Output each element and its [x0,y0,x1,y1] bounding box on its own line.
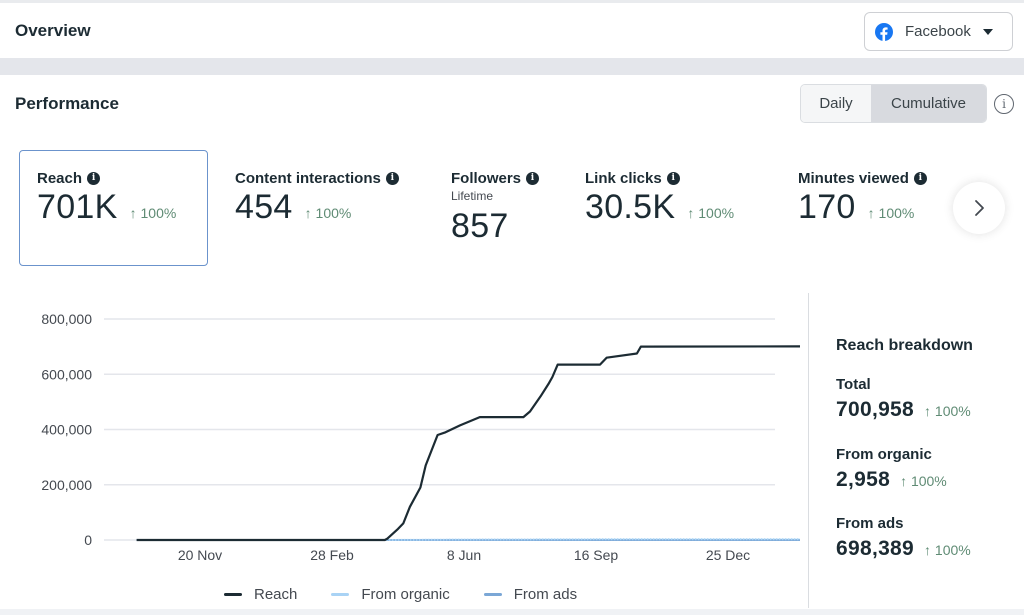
metric-value: 454 [235,188,293,226]
metric-card-minutes-viewed[interactable]: Minutes viewed i 170 ↑ 100% [798,150,948,266]
breakdown-value: 700,958 [836,398,915,421]
section-title: Performance [15,94,119,113]
metric-change: ↑ 100% [867,205,915,221]
x-tick-label: 25 Dec [706,547,750,563]
legend-label: From ads [513,586,578,603]
metric-change: ↑ 100% [304,205,352,221]
x-axis: 20 Nov 28 Feb 8 Jun 16 Sep 25 Dec [178,547,750,563]
platform-label: Facebook [905,23,971,40]
breakdown-item-ads: From ads 698,389 ↑ 100% [836,515,971,561]
series-layer [136,345,800,542]
metric-value: 857 [451,207,509,245]
panel-divider [808,293,809,608]
y-tick-label: 600,000 [41,366,92,382]
legend-item-organic[interactable]: From organic [331,586,450,603]
platform-dropdown[interactable]: Facebook [864,12,1013,51]
metric-label: Content interactions [235,170,381,187]
facebook-icon [875,22,893,41]
metric-card-content-interactions[interactable]: Content interactions i 454 ↑ 100% [235,150,435,266]
breakdown-title: Reach breakdown [836,337,973,354]
info-icon[interactable]: i [385,172,399,185]
metric-label: Minutes viewed [798,170,909,187]
breakdown-label: From organic [836,446,932,463]
metric-value: 30.5K [585,188,676,226]
legend-swatch-reach [224,593,242,596]
metric-card-reach[interactable]: Reach i 701K ↑ 100% [19,150,208,266]
view-toggle: Daily Cumulative [800,84,987,123]
y-tick-label: 200,000 [41,477,92,493]
breakdown-item-total: Total 700,958 ↑ 100% [836,376,971,422]
x-tick-label: 16 Sep [574,547,619,563]
y-tick-label: 400,000 [41,422,92,438]
breakdown-change: ↑ 100% [924,542,971,558]
reach-line-chart: 0 200,000 400,000 600,000 800,000 20 Nov 28 F… [41,311,800,563]
section-divider [0,58,1024,75]
metric-change: ↑ 100% [687,205,735,221]
info-icon[interactable]: i [666,172,680,185]
y-tick-label: 800,000 [41,311,92,327]
y-axis: 0 200,000 400,000 600,000 800,000 [41,311,92,548]
breakdown-change: ↑ 100% [924,403,971,419]
metric-card-link-clicks[interactable]: Link clicks i 30.5K ↑ 100% [585,150,775,266]
metric-change: ↑ 100% [129,205,177,221]
info-icon[interactable]: i [994,94,1014,114]
breakdown-change: ↑ 100% [900,473,947,489]
legend-label: Reach [254,586,298,603]
legend-item-ads[interactable]: From ads [483,586,578,603]
y-tick-label: 0 [84,532,92,548]
bottom-border [0,609,1024,615]
toggle-daily[interactable]: Daily [801,85,871,122]
metric-value: 170 [798,188,856,226]
series-line-reach [136,345,800,542]
breakdown-value: 698,389 [836,537,915,560]
legend-swatch-organic [331,593,350,596]
chevron-right-icon [975,200,984,216]
metric-label: Followers [451,170,522,187]
metric-sublabel: Lifetime [451,189,494,203]
breakdown-label: Total [836,376,871,393]
metric-card-followers[interactable]: Followers i Lifetime 857 [451,150,571,266]
info-icon[interactable]: i [913,172,927,185]
breakdown-label: From ads [836,515,904,532]
breakdown-item-organic: From organic 2,958 ↑ 100% [836,446,947,492]
legend-label: From organic [361,586,450,603]
metric-label: Reach [37,170,83,187]
legend-swatch-ads [483,593,502,596]
x-tick-label: 8 Jun [447,547,481,563]
info-icon[interactable]: i [526,172,540,185]
info-icon[interactable]: i [87,172,101,185]
metric-value: 701K [37,188,118,226]
metric-label: Link clicks [585,170,662,187]
overview-header: Overview Facebook [0,3,1024,58]
legend-item-reach[interactable]: Reach [224,586,297,603]
grid-layer [104,318,775,541]
chart-legend: Reach From organic From ads [224,586,611,603]
top-border [0,0,1024,3]
toggle-cumulative[interactable]: Cumulative [871,85,986,122]
page-title: Overview [15,21,91,40]
breakdown-value: 2,958 [836,468,891,491]
caret-down-icon [982,28,993,35]
x-tick-label: 20 Nov [178,547,222,563]
next-metrics-button[interactable] [953,182,1005,234]
x-tick-label: 28 Feb [310,547,354,563]
